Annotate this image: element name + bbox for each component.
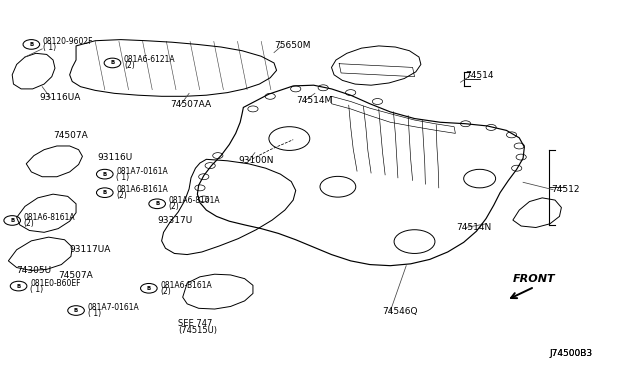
- Text: 74514: 74514: [466, 71, 494, 80]
- Text: 93117UA: 93117UA: [70, 245, 111, 254]
- Text: B: B: [102, 171, 107, 177]
- Text: (2): (2): [24, 219, 35, 228]
- Text: 74514M: 74514M: [296, 96, 332, 105]
- Text: (74515U): (74515U): [178, 326, 217, 335]
- Text: 081A6-8161A: 081A6-8161A: [24, 213, 76, 222]
- Text: 75650M: 75650M: [274, 41, 310, 50]
- Text: 74305U: 74305U: [17, 266, 52, 275]
- Text: ( 1): ( 1): [30, 285, 43, 294]
- Text: 74507A: 74507A: [53, 131, 88, 140]
- Text: 93317U: 93317U: [157, 216, 193, 225]
- Text: SEE 747: SEE 747: [178, 319, 212, 328]
- Text: B: B: [74, 308, 78, 313]
- Text: J74500B3: J74500B3: [550, 349, 593, 358]
- Text: B: B: [110, 61, 115, 65]
- Text: 74507A: 74507A: [58, 271, 93, 280]
- Text: B: B: [155, 201, 159, 206]
- Text: 74514N: 74514N: [457, 223, 492, 232]
- Text: FRONT: FRONT: [513, 275, 556, 284]
- Text: J74500B3: J74500B3: [550, 349, 593, 358]
- Text: ( 1): ( 1): [43, 43, 56, 52]
- Text: B: B: [102, 190, 107, 195]
- Text: (2): (2): [161, 287, 171, 296]
- Text: B: B: [10, 218, 14, 223]
- Text: 081A6-8161A: 081A6-8161A: [169, 196, 220, 205]
- Text: B: B: [29, 42, 33, 47]
- Text: B: B: [17, 283, 20, 289]
- Text: ( 1): ( 1): [88, 309, 100, 318]
- Text: ( 1): ( 1): [116, 173, 129, 182]
- Text: 081A6-6121A: 081A6-6121A: [124, 55, 175, 64]
- Text: (2): (2): [124, 61, 134, 70]
- Text: (2): (2): [169, 202, 179, 211]
- Text: 08120-9602F: 08120-9602F: [43, 37, 93, 46]
- Text: 74512: 74512: [551, 185, 580, 194]
- Text: (2): (2): [116, 191, 127, 200]
- Text: 74546Q: 74546Q: [383, 307, 418, 316]
- Text: 74507AA: 74507AA: [170, 100, 211, 109]
- Text: 081A6-B161A: 081A6-B161A: [116, 185, 168, 194]
- Text: 081A7-0161A: 081A7-0161A: [88, 303, 140, 312]
- Text: 93116U: 93116U: [98, 153, 133, 161]
- Text: 081A6-B161A: 081A6-B161A: [161, 281, 212, 290]
- Text: 081E0-B60EF: 081E0-B60EF: [30, 279, 81, 288]
- Text: 93100N: 93100N: [238, 156, 274, 165]
- Text: 93116UA: 93116UA: [39, 93, 81, 102]
- Text: B: B: [147, 286, 151, 291]
- Text: 081A7-0161A: 081A7-0161A: [116, 167, 168, 176]
